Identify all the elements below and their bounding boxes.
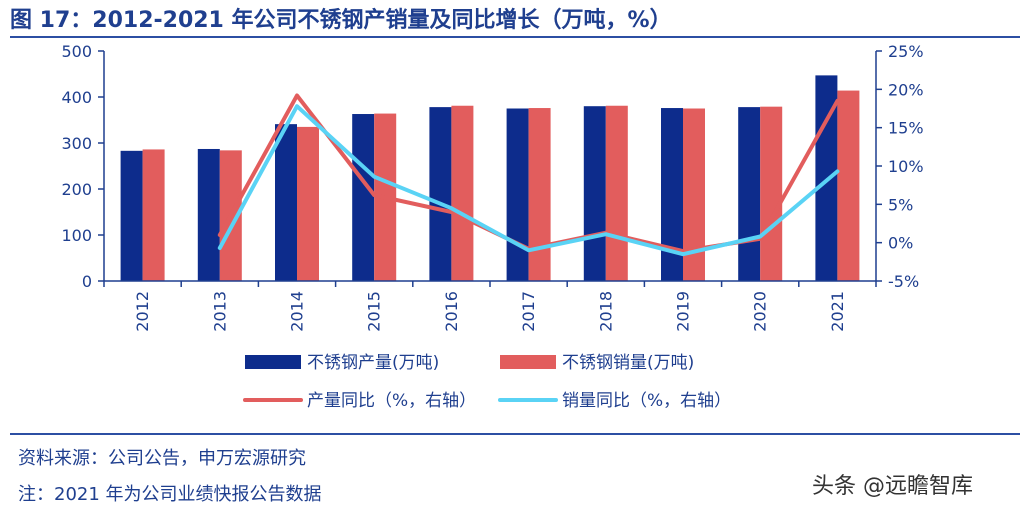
bar-sales-2012 [142,149,165,281]
bar-sales-2019 [683,108,705,281]
left-tick-label: 200 [61,180,92,199]
left-tick-label: 100 [61,226,92,245]
x-tick-label-2018: 2018 [596,291,615,332]
left-tick-label: 500 [61,42,92,61]
axes-group: 0 100 200 300 400 500 -5% 0% 5% 10% 15% 20% 25% 2012 2… [61,42,923,332]
bar-production-2013 [197,148,220,281]
right-tick-label: 0% [888,234,913,253]
bar-sales-2018 [605,105,628,282]
line-sales-yoy [217,104,840,257]
bar-production-2015 [352,114,375,282]
left-tick-label: 400 [61,88,92,107]
x-tick-label-2015: 2015 [365,291,384,332]
bar-production-2012 [120,150,143,281]
left-tick-label: 300 [61,134,92,153]
right-tick-label: 15% [888,119,924,138]
legend: 不锈钢产量(万吨) 不锈钢销量(万吨) 产量同比（%，右轴） 销量同比（%，右轴） [243,353,731,411]
bar-group [120,75,860,282]
bar-production-2017 [506,108,529,281]
source-note: 资料来源：公司公告，申万宏源研究 [18,448,306,469]
x-tick-label-2020: 2020 [751,291,770,332]
bar-sales-2021 [837,90,860,281]
bar-sales-2014 [297,126,319,282]
right-tick-label: 25% [888,42,924,61]
bar-production-2014 [275,124,297,281]
bar-production-2016 [429,107,452,282]
right-tick-label: 10% [888,157,924,176]
chart-canvas: 0 100 200 300 400 500 -5% 0% 5% 10% 15% 20% 25% 2012 2… [61,42,923,411]
line-group [217,93,840,257]
x-tick-label-2019: 2019 [674,291,693,332]
left-tick-label: 0 [82,272,92,291]
legend-swatch-bar-a [245,355,301,369]
bar-production-2018 [583,106,606,281]
legend-label-bar-a: 不锈钢产量(万吨) [307,353,439,373]
right-tick-label: 20% [888,80,924,99]
footer-divider [10,433,1020,435]
x-tick-label-2016: 2016 [442,291,461,332]
x-tick-label-2012: 2012 [133,291,152,332]
x-tick-label-2021: 2021 [828,291,847,332]
chart-title: 图 17：2012-2021 年公司不锈钢产销量及同比增长（万吨，%） [10,8,672,33]
x-tick-label-2014: 2014 [288,291,307,332]
bar-sales-2017 [528,108,551,281]
right-tick-label: 5% [888,195,913,214]
right-tick-label: -5% [888,272,919,291]
legend-label-line-b: 销量同比（%，右轴） [562,391,731,411]
legend-label-line-a: 产量同比（%，右轴） [307,391,476,411]
footnote: 注：2021 年为公司业绩快报公告数据 [18,484,322,505]
x-tick-label-2013: 2013 [210,291,229,332]
bar-production-2019 [661,108,683,281]
legend-label-bar-b: 不锈钢销量(万吨) [562,353,694,373]
legend-swatch-bar-b [500,355,556,369]
bar-production-2020 [738,107,761,282]
watermark-text: 头条 @远瞻智库 [812,474,973,499]
title-divider [10,36,1020,38]
x-tick-label-2017: 2017 [519,291,538,332]
bar-sales-2016 [451,105,474,282]
bar-sales-2020 [760,106,783,281]
